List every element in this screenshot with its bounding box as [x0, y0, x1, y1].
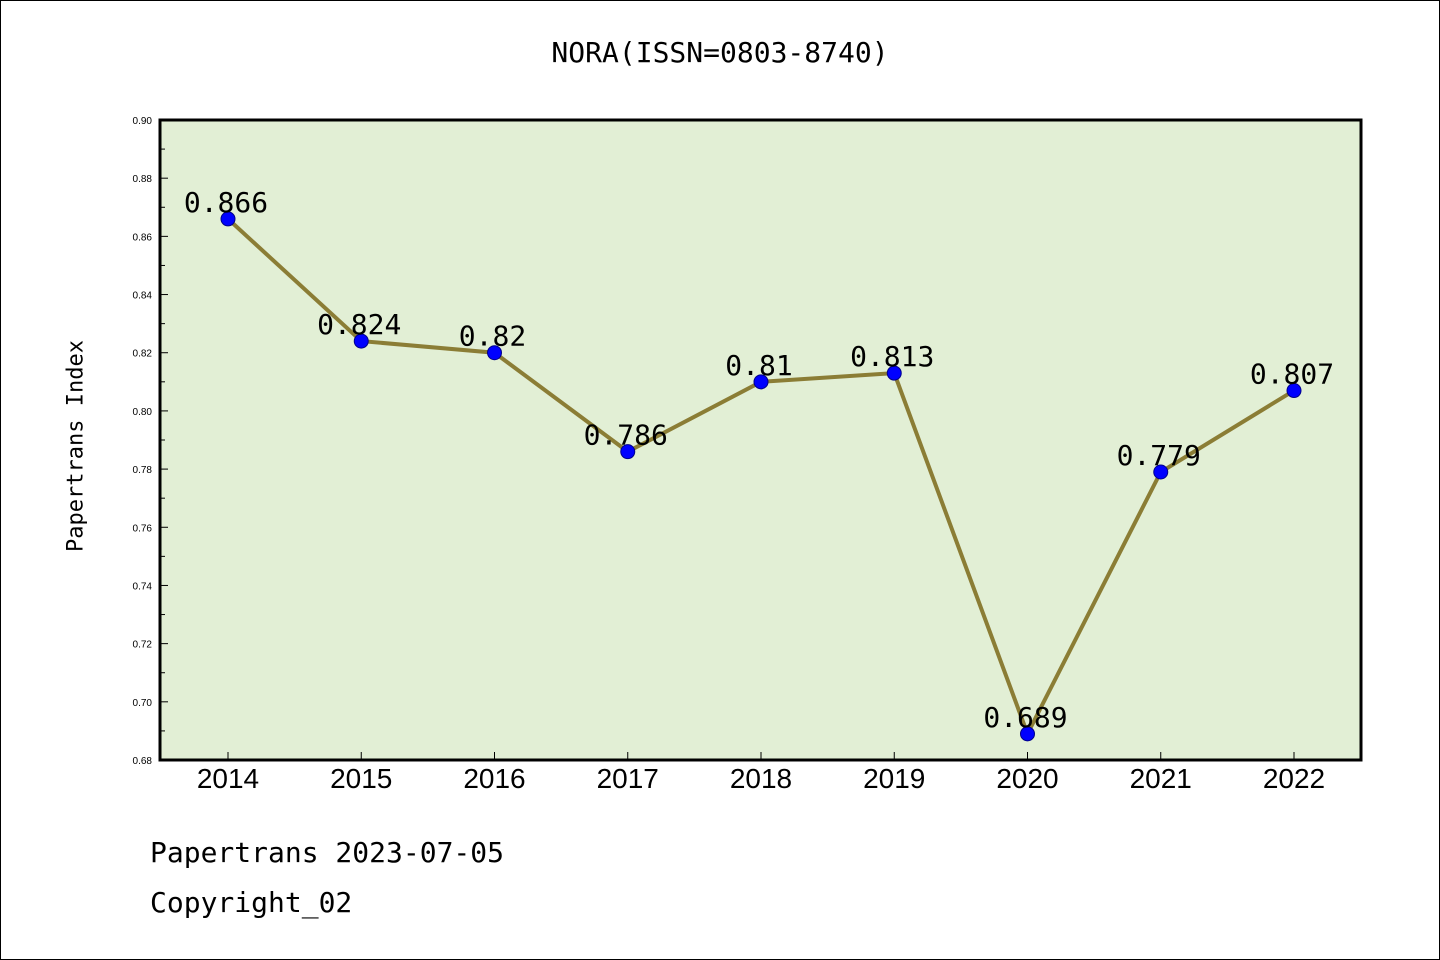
data-label: 0.779	[1117, 439, 1201, 472]
y-tick-label: 0.74	[133, 581, 153, 592]
x-tick-label: 2017	[597, 763, 659, 794]
data-label: 0.81	[725, 349, 792, 382]
data-label: 0.807	[1250, 358, 1334, 391]
y-tick-label: 0.70	[133, 698, 153, 709]
data-point	[1153, 464, 1169, 480]
plot-border	[158, 118, 1363, 762]
y-tick-label: 0.82	[133, 349, 153, 360]
y-tick-label: 0.88	[133, 174, 153, 185]
data-label: 0.689	[983, 701, 1067, 734]
x-tick-label: 2014	[197, 763, 259, 794]
footer-copyright: Copyright_02	[150, 886, 353, 919]
data-label: 0.786	[584, 419, 668, 452]
x-tick-label: 2019	[863, 763, 925, 794]
data-label: 0.824	[317, 308, 401, 341]
data-point	[753, 374, 769, 390]
y-tick-label: 0.68	[133, 756, 153, 767]
data-point	[487, 345, 502, 361]
y-tick-label: 0.72	[133, 640, 153, 651]
y-tick-label: 0.80	[133, 407, 153, 418]
y-tick-label: 0.90	[133, 116, 153, 127]
y-tick-label: 0.84	[133, 291, 153, 302]
x-tick-label: 2015	[330, 763, 392, 794]
footer-date-line: Papertrans 2023-07-05	[150, 836, 505, 869]
x-axis: 2014 2015 2016 2017 2018 2019 2020 2021 2022	[197, 752, 1325, 794]
data-point	[1020, 726, 1035, 742]
x-tick-label: 2021	[1130, 763, 1192, 794]
y-tick-label: 0.86	[133, 232, 153, 243]
data-point	[886, 365, 902, 381]
data-label: 0.813	[850, 340, 934, 373]
chart-title: NORA(ISSN=0803-8740)	[551, 36, 889, 69]
data-point	[353, 333, 369, 349]
y-tick-label: 0.78	[133, 465, 153, 476]
x-tick-label: 2018	[730, 763, 792, 794]
data-point	[1286, 383, 1302, 399]
y-axis: 0.68 0.70 0.72 0.74 0.76 0.78 0.80 0.82 0.84 0.86…	[133, 116, 168, 767]
data-point	[220, 211, 236, 227]
x-tick-label: 2022	[1263, 763, 1325, 794]
data-point	[620, 444, 636, 460]
plot-area	[160, 120, 1361, 760]
x-tick-label: 2020	[996, 763, 1058, 794]
data-labels: 0.866 0.824 0.82 0.786 0.81 0.813 0.689 0.779 0.…	[184, 186, 1334, 734]
data-label: 0.866	[184, 186, 268, 219]
data-label: 0.82	[459, 320, 526, 353]
series-markers	[220, 211, 1302, 742]
x-tick-label: 2016	[463, 763, 525, 794]
y-tick-label: 0.76	[133, 523, 153, 534]
